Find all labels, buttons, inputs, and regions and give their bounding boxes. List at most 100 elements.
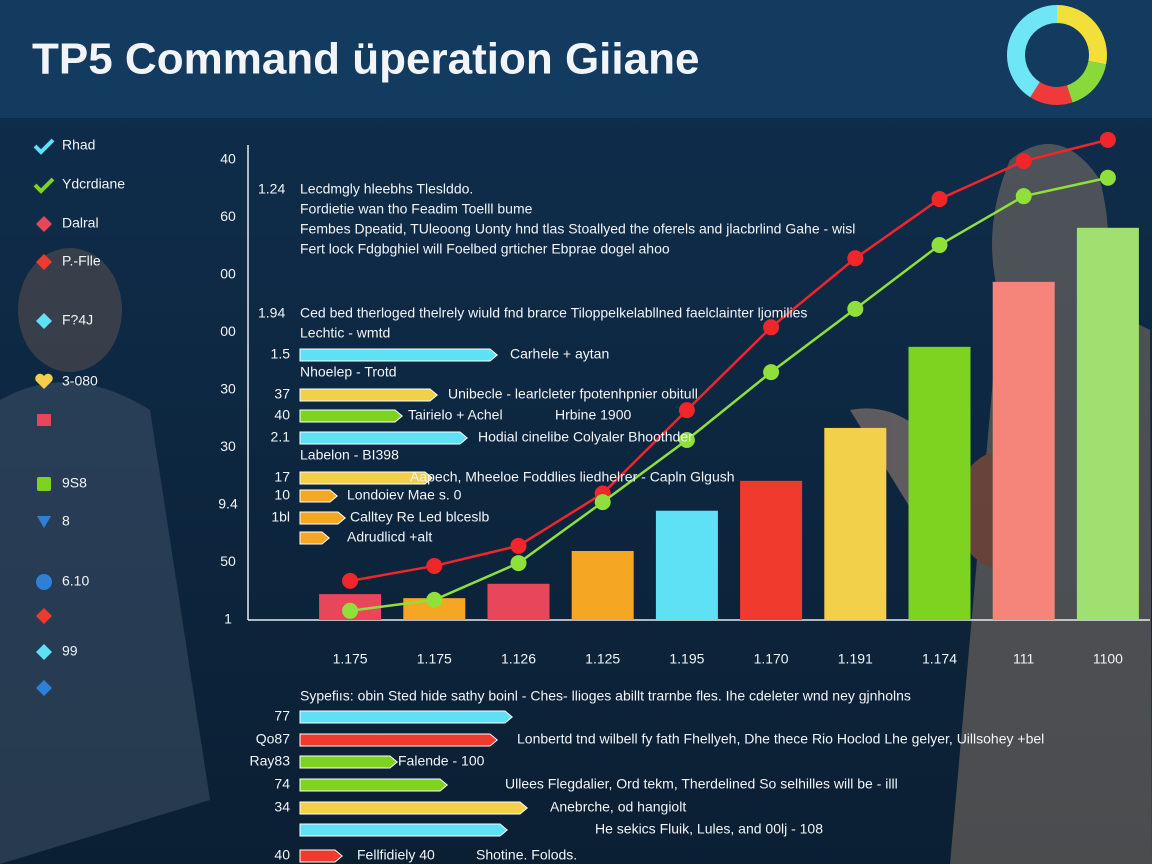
callout-label: 17 [274, 469, 290, 485]
bar [655, 510, 718, 620]
row-text: He sekics Fluik, Lules, and 00lj - 108 [595, 821, 823, 837]
callout-label: 40 [274, 407, 290, 423]
line-point [1015, 188, 1032, 205]
line-point [342, 572, 359, 589]
callout-text: Labelon - BI398 [300, 447, 399, 463]
line-point [847, 250, 864, 267]
donut-segment [1007, 5, 1057, 98]
line-point [847, 300, 864, 317]
row-bar [299, 849, 343, 863]
callout-text: Tairielo + Achel [408, 407, 503, 423]
line-point [678, 402, 695, 419]
annotation: 1.24 [258, 181, 285, 197]
legend-label: Dalral [62, 215, 99, 231]
x-tick-label: 1.125 [585, 651, 620, 667]
line-point [426, 591, 443, 608]
callout-text: Hrbine 1900 [555, 407, 631, 423]
callout-bar [299, 489, 338, 503]
person-left [0, 248, 210, 864]
callout-text: Carhele + aytan [510, 346, 609, 362]
bar [740, 480, 803, 620]
x-tick-label: 111 [1013, 651, 1034, 667]
row-text: Falende - 100 [398, 753, 485, 769]
legend-label: 6.10 [62, 573, 89, 589]
row-label: Qo87 [256, 731, 290, 747]
y-tick-label: 00 [220, 266, 236, 282]
line-point [426, 557, 443, 574]
annotation: 1.94 [258, 305, 285, 321]
line-point [510, 537, 527, 554]
line-point [763, 364, 780, 381]
row-text: Fellfidiely 40 [357, 847, 435, 863]
legend-marker [37, 516, 51, 528]
legend-marker [36, 608, 52, 624]
line-point [1015, 153, 1032, 170]
row-text: Anebrche, od hangiolt [550, 799, 686, 815]
y-tick-label: 9.4 [218, 496, 238, 512]
callout-bar [299, 409, 403, 423]
x-tick-label: 1.195 [669, 651, 704, 667]
line [349, 138, 1109, 583]
row-text: Lonbertd tnd wilbell fy fath Fhellyeh, D… [517, 731, 1044, 747]
line-point [678, 432, 695, 449]
callout-bar [299, 348, 498, 362]
row-label: 34 [274, 799, 290, 815]
legend-marker [33, 177, 55, 194]
callout-text: Adrudlicd +alt [347, 529, 432, 545]
row-bar [299, 733, 498, 747]
legend-label: Rhad [62, 137, 95, 153]
legend-label: 99 [62, 643, 78, 659]
legend-label: 9S8 [62, 475, 87, 491]
callout-bar [299, 511, 346, 525]
annotation: Lecdmgly hleebhs Tleslddo. [300, 181, 473, 197]
annotation: Fembes Dpeatid, TUleoong Uonty hnd tlas … [300, 221, 855, 237]
callout-label: 10 [274, 487, 290, 503]
legend-label: Ydcrdiane [62, 176, 125, 192]
row-bar [299, 801, 528, 815]
y-tick-label: 1 [224, 611, 232, 627]
row-text: Shotine. Folods. [476, 847, 577, 863]
bar [487, 583, 550, 620]
legend-label: P.-Flle [62, 253, 101, 269]
x-tick-label: 1.126 [501, 651, 536, 667]
legend-marker [36, 680, 52, 696]
annotation: Lechtic - wmtd [300, 325, 390, 341]
bar [571, 550, 634, 620]
row-bar [299, 778, 448, 792]
callout-bar [299, 388, 438, 402]
callout-text: Nhoelep - Trotd [300, 364, 397, 380]
row-label: 74 [274, 776, 290, 792]
callout-text: Aapech, Mheeloe Foddlies liedhelrer - Ca… [410, 469, 735, 485]
callout-bar [299, 531, 330, 545]
row-bar [299, 755, 398, 769]
donut-segment [1066, 60, 1107, 103]
line-point [1099, 131, 1116, 148]
row-label: Ray83 [250, 753, 291, 769]
legend-marker [37, 477, 51, 491]
bar [824, 427, 887, 620]
y-tick-label: 60 [220, 208, 236, 224]
callout-label: 1bl [271, 509, 290, 525]
legend-marker [37, 414, 51, 426]
x-tick-label: 1100 [1093, 651, 1123, 667]
line-point [1099, 169, 1116, 186]
line-point [931, 237, 948, 254]
annotation: Fert lock Fdgbghiel will Foelbed grtiche… [300, 241, 670, 257]
legend-label: F?4J [62, 312, 93, 328]
y-tick-label: 50 [220, 553, 236, 569]
donut-segment [1057, 5, 1107, 65]
header [0, 0, 1152, 118]
row-bar [299, 823, 508, 837]
row-label: 77 [274, 708, 290, 724]
annotation: Ced bed therloged thelrely wiuld fnd bra… [300, 305, 807, 321]
callout-label: 1.5 [271, 346, 291, 362]
y-tick-label: 30 [220, 381, 236, 397]
legend-label: 3-080 [62, 373, 98, 389]
line [349, 176, 1109, 613]
callout-text: Londoiev Mae s. 0 [347, 487, 462, 503]
callout-text: Calltey Re Led blceslb [350, 509, 490, 525]
callout-bar [299, 431, 468, 445]
bar [992, 281, 1055, 620]
callout-text: Unibecle - learlcleter fpotenhpnier obit… [448, 386, 698, 402]
